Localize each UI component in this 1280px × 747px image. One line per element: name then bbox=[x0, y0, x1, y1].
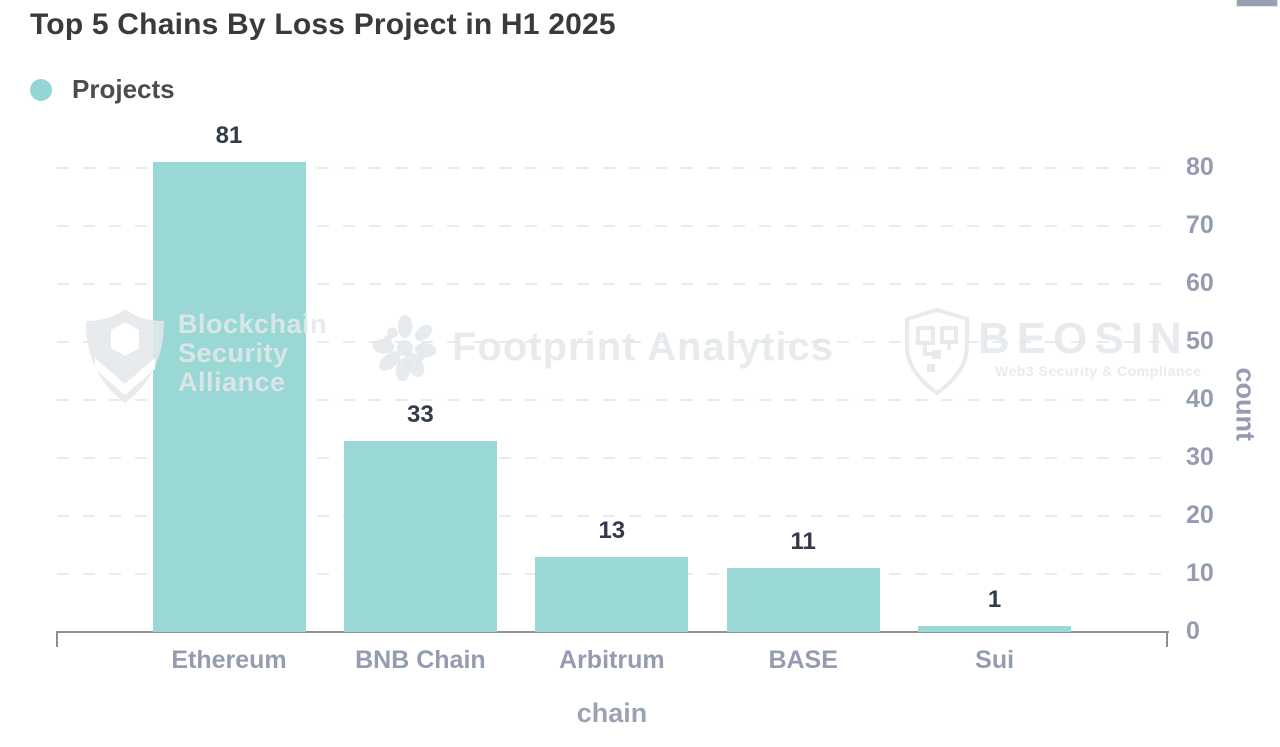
bar-sui[interactable] bbox=[918, 626, 1072, 632]
gridline-y-80 bbox=[57, 167, 1167, 169]
gridline-y-70 bbox=[57, 225, 1167, 227]
x-axis-line bbox=[57, 631, 1169, 633]
x-category-label-base: BASE bbox=[768, 646, 838, 674]
scrollbar-thumb[interactable] bbox=[1236, 0, 1278, 7]
bar-base[interactable] bbox=[726, 568, 880, 632]
value-label-ethereum: 81 bbox=[215, 122, 243, 150]
bar-ethereum[interactable] bbox=[152, 162, 306, 632]
gridline-y-30 bbox=[57, 457, 1167, 459]
x-category-label-sui: Sui bbox=[975, 646, 1015, 674]
gridline-y-60 bbox=[57, 283, 1167, 285]
y-tick-label-40: 40 bbox=[1186, 385, 1214, 413]
y-tick-label-60: 60 bbox=[1186, 269, 1214, 297]
bar-arbitrum[interactable] bbox=[535, 556, 689, 632]
gridline-y-50 bbox=[57, 341, 1167, 343]
beosin-logo-icon bbox=[901, 306, 973, 398]
y-tick-label-0: 0 bbox=[1186, 617, 1200, 645]
gridline-y-20 bbox=[57, 515, 1167, 517]
x-axis-left-tick bbox=[56, 631, 58, 647]
legend-item-projects[interactable]: Projects bbox=[30, 74, 175, 105]
gridline-y-40 bbox=[57, 399, 1167, 401]
y-tick-label-80: 80 bbox=[1186, 153, 1214, 181]
y-tick-label-30: 30 bbox=[1186, 443, 1214, 471]
value-label-arbitrum: 13 bbox=[598, 516, 626, 544]
x-axis-title: chain bbox=[576, 698, 648, 728]
blockchain-security-alliance-logo-icon bbox=[75, 306, 175, 406]
y-tick-label-10: 10 bbox=[1186, 559, 1214, 587]
legend-label: Projects bbox=[72, 74, 175, 104]
chart-title: Top 5 Chains By Loss Project in H1 2025 bbox=[30, 8, 616, 41]
value-label-sui: 1 bbox=[987, 586, 1002, 614]
y-tick-label-20: 20 bbox=[1186, 501, 1214, 529]
footprint-analytics-logo-icon bbox=[360, 305, 450, 395]
value-label-bnb-chain: 33 bbox=[407, 400, 434, 428]
x-category-label-bnb-chain: BNB Chain bbox=[355, 646, 486, 674]
footprint-analytics-watermark-text: Footprint Analytics bbox=[452, 325, 834, 369]
x-axis-right-tick bbox=[1166, 631, 1168, 647]
legend-dot-icon bbox=[30, 78, 52, 101]
beosin-watermark-text: BEOSIN bbox=[978, 314, 1189, 363]
y-tick-label-50: 50 bbox=[1186, 327, 1214, 355]
x-category-label-ethereum: Ethereum bbox=[171, 646, 287, 674]
value-label-base: 11 bbox=[790, 528, 816, 556]
x-category-label-arbitrum: Arbitrum bbox=[559, 646, 665, 674]
y-tick-label-70: 70 bbox=[1186, 211, 1214, 239]
beosin-watermark-subtext: Web3 Security & Compliance bbox=[995, 363, 1202, 379]
blockchain-security-alliance-watermark-text: Blockchain Security Alliance bbox=[178, 309, 328, 397]
bar-bnb-chain[interactable] bbox=[343, 440, 497, 632]
